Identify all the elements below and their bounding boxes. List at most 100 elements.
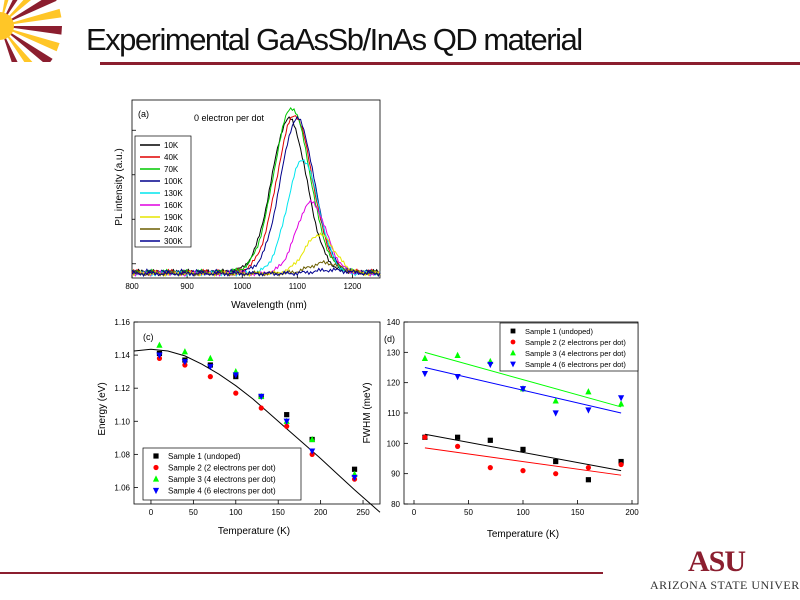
- footer-divider: [0, 572, 603, 574]
- y-tick-label: 1.10: [114, 417, 130, 426]
- asu-logo: ASU ARIZONA STATE UNIVERSITY: [650, 545, 800, 597]
- y-tick-label: 80: [391, 500, 400, 509]
- data-point: [519, 386, 527, 393]
- y-tick-label: 140: [387, 318, 401, 327]
- legend-label: 100K: [164, 177, 183, 186]
- data-point: [422, 434, 428, 440]
- x-axis-label: Temperature (K): [218, 526, 290, 537]
- data-point: [207, 374, 213, 380]
- plot-frame: [131, 99, 381, 279]
- data-point: [181, 359, 188, 366]
- data-point: [283, 418, 290, 425]
- legend-label: Sample 3 (4 electrons per dot): [168, 475, 276, 484]
- sun-ray: [0, 26, 53, 62]
- data-point: [618, 395, 625, 402]
- data-point: [552, 397, 559, 404]
- data-point: [520, 468, 526, 474]
- data-point: [618, 400, 625, 407]
- data-point: [284, 423, 290, 429]
- legend-label: 40K: [164, 153, 179, 162]
- x-tick-label: 0: [149, 508, 154, 517]
- y-tick-label: 110: [387, 409, 400, 418]
- fit-line: [424, 433, 622, 472]
- legend-label: 70K: [164, 165, 179, 174]
- data-point: [351, 474, 358, 482]
- data-point: [585, 388, 592, 395]
- x-tick-label: 50: [464, 508, 473, 517]
- data-point: [207, 364, 214, 371]
- pl-spectra-chart: PL intensity (a.u.) Wavelength (nm) (a) …: [114, 99, 381, 311]
- legend-label: Sample 2 (2 electrons per dot): [168, 464, 276, 473]
- data-point: [351, 466, 358, 472]
- legend-box: [142, 447, 302, 501]
- data-point: [156, 352, 163, 359]
- x-tick-label: 1000: [233, 282, 251, 291]
- data-point: [510, 349, 516, 356]
- data-point: [153, 453, 159, 459]
- x-tick-label: 1100: [289, 282, 307, 291]
- legend-box: [499, 322, 639, 372]
- y-tick-label: 100: [387, 439, 401, 448]
- legend-label: 160K: [164, 201, 183, 210]
- fit-line: [424, 447, 622, 476]
- legend: Sample 1 (undoped) Sample 2 (2 electrons …: [499, 322, 639, 372]
- y-tick-label: 1.08: [114, 450, 130, 459]
- sun-ray: [0, 26, 62, 35]
- data-point: [618, 461, 624, 468]
- data-point: [284, 412, 290, 418]
- asu-sunburst-logo: [0, 0, 62, 62]
- y-tick-label: 1.16: [114, 318, 130, 327]
- legend-label: Sample 3 (4 electrons per dot): [525, 349, 626, 358]
- title-divider: [100, 62, 800, 65]
- x-tick-label: 900: [180, 282, 194, 291]
- data-point: [181, 348, 188, 355]
- data-point: [487, 361, 494, 369]
- x-tick-label: 150: [272, 508, 286, 517]
- x-tick-label: 0: [412, 508, 417, 517]
- y-tick-label: 1.12: [114, 384, 130, 393]
- x-axis-label: Wavelength (nm): [231, 300, 307, 311]
- data-point: [487, 437, 493, 443]
- legend-label: 240K: [164, 225, 183, 234]
- data-point: [153, 464, 159, 471]
- sun-ray: [0, 0, 9, 26]
- data-point: [455, 443, 461, 449]
- legend-label: Sample 4 (6 electrons per dot): [168, 487, 276, 496]
- y-tick-label: 1.06: [114, 483, 130, 492]
- y-tick-label: 120: [387, 379, 401, 388]
- x-tick-label: 1200: [344, 282, 362, 291]
- fwhm-vs-temperature-chart: FWHM (meV) Temperature (K) (d) 0 50 100 150…: [362, 318, 639, 540]
- x-tick-label: 200: [314, 508, 328, 517]
- data-point: [510, 339, 516, 345]
- legend: 10K 40K 70K 100K 130K 160K 190K 240K 300K: [134, 135, 192, 248]
- legend-label: Sample 4 (6 electrons per dot): [525, 360, 626, 369]
- data-point: [421, 370, 428, 378]
- panel-annotation: 0 electron per dot: [194, 113, 265, 123]
- data-point: [520, 446, 526, 452]
- data-point: [585, 465, 591, 471]
- data-point: [232, 372, 239, 379]
- data-point: [156, 341, 163, 348]
- data-point: [309, 448, 316, 455]
- data-point: [454, 374, 461, 381]
- fit-line: [424, 351, 622, 408]
- x-axis-label: Temperature (K): [487, 529, 559, 540]
- legend-label: Sample 1 (undoped): [525, 327, 593, 336]
- y-tick-label: 1.14: [114, 351, 130, 360]
- sun-ray: [0, 0, 57, 26]
- data-point: [152, 475, 160, 482]
- data-point: [585, 477, 591, 483]
- panel-label: (d): [384, 334, 395, 344]
- legend-label: Sample 1 (undoped): [168, 452, 241, 461]
- slide-title: Experimental GaAsSb/InAs QD material: [86, 22, 583, 57]
- data-point: [454, 351, 461, 358]
- x-tick-label: 250: [356, 508, 370, 517]
- legend: Sample 1 (undoped) Sample 2 (2 electrons …: [142, 447, 302, 501]
- data-point: [585, 407, 592, 414]
- legend-label: 190K: [164, 213, 183, 222]
- y-axis-label: Energy (eV): [97, 382, 108, 435]
- x-tick-label: 50: [189, 508, 198, 517]
- data-point: [510, 361, 516, 368]
- sun-ray: [0, 26, 60, 52]
- data-point: [233, 390, 239, 396]
